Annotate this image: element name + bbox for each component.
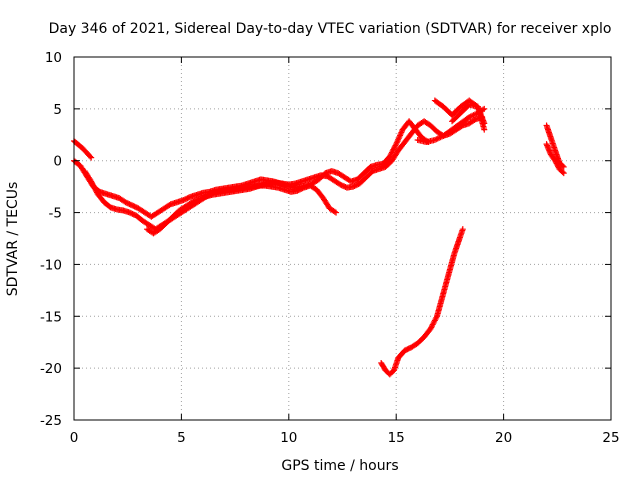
data-point [87, 153, 94, 160]
data-point [560, 170, 567, 177]
data-point [481, 126, 488, 133]
data-point [459, 226, 466, 233]
data-series [449, 101, 488, 133]
y-tick-label: -10 [40, 257, 62, 273]
data-point [560, 163, 567, 170]
x-tick-label: 10 [280, 430, 297, 446]
data-point [559, 169, 566, 176]
axis-ticks: 0 5 10 15 20 25 -25 -20 -15 -10 -5 0 5 10 [40, 50, 620, 446]
y-tick-label: 10 [45, 50, 62, 66]
data-point [433, 314, 440, 321]
y-axis-label: SDTVAR / TECUs [5, 182, 21, 297]
y-tick-label: -15 [40, 309, 62, 325]
x-tick-label: 5 [177, 430, 186, 446]
y-tick-label: -25 [40, 413, 62, 429]
data-series [414, 105, 488, 146]
x-tick-label: 0 [70, 430, 79, 446]
data-series [144, 114, 486, 237]
data-point [481, 105, 488, 112]
plot-area [71, 97, 567, 378]
plot-border [73, 56, 612, 421]
x-tick-label: 15 [388, 430, 405, 446]
y-tick-label: 5 [53, 102, 62, 118]
data-point [331, 208, 338, 215]
y-tick-label: -20 [40, 361, 62, 377]
data-point [88, 154, 95, 161]
data-point [392, 142, 399, 149]
y-tick-label: 0 [53, 154, 62, 170]
data-point [333, 209, 340, 216]
x-axis-label: GPS time / hours [281, 458, 398, 474]
x-tick-label: 20 [495, 430, 512, 446]
data-series [543, 141, 567, 177]
data-series [378, 226, 466, 378]
chart-title: Day 346 of 2021, Sidereal Day-to-day VTE… [49, 21, 612, 37]
grid [74, 57, 611, 420]
y-tick-label: -5 [49, 206, 62, 222]
x-tick-label: 25 [602, 430, 619, 446]
